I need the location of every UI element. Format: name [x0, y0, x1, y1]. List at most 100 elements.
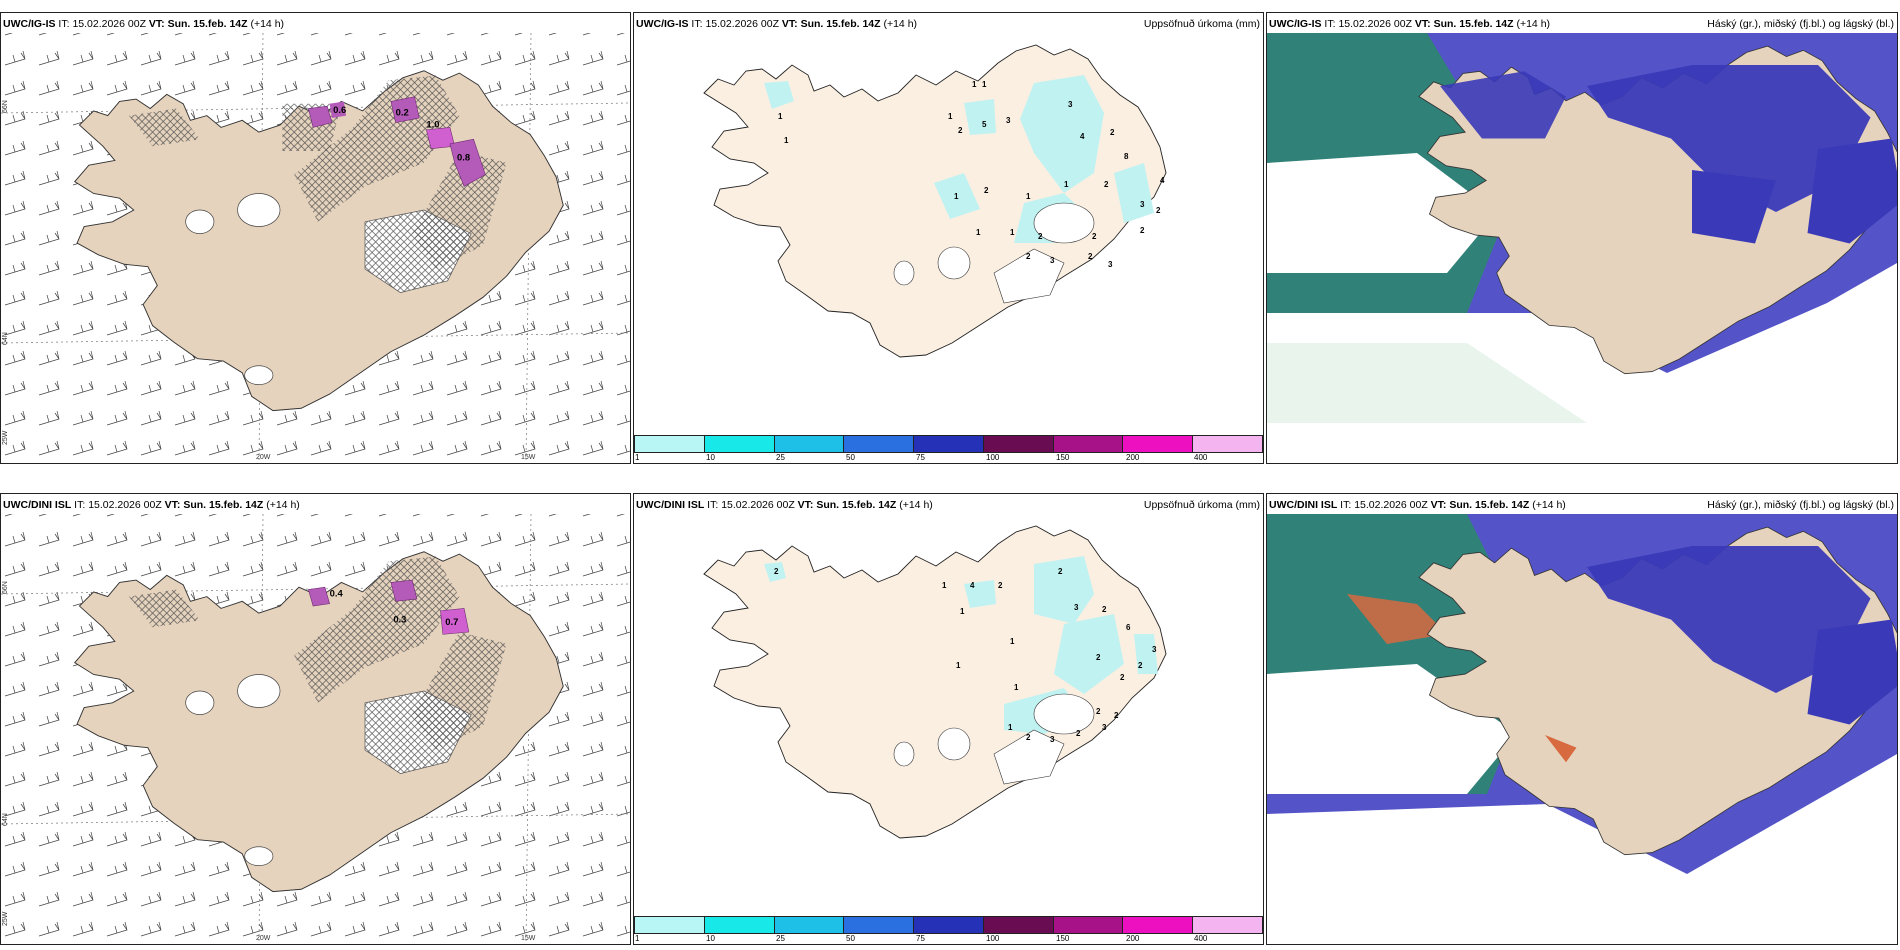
precip-title: Uppsöfnuð úrkoma (mm) [1143, 18, 1260, 30]
colorbar-tick-label: 200 [1126, 453, 1140, 462]
map-value-label: 3 [1006, 116, 1011, 125]
precip-panel-header: UWC/DINI ISL IT: 15.02.2026 00Z VT: Sun.… [636, 499, 933, 511]
colorbar-tick-label: 200 [1126, 934, 1140, 943]
cbar-swatch [1053, 917, 1124, 933]
header-text: UWC/DINI ISL [3, 499, 72, 511]
map-value-label: 1 [954, 192, 959, 201]
map-value-label: 2 [998, 581, 1003, 590]
header-text: (+14 h) [899, 499, 933, 511]
map-value-label: 3 [1108, 260, 1113, 269]
wind-map-panel-igis: UWC/IG-IS IT: 15.02.2026 00Z VT: Sun. 15… [0, 12, 631, 464]
wind-map: 0.6 0.2 1.0 0.8 20W 15W 66N 64N 25W [1, 32, 630, 463]
map-value-label: 4 [1080, 132, 1085, 141]
cbar-swatch [635, 436, 705, 452]
colorbar-tick-label: 10 [706, 934, 715, 943]
cloud-panel-header: UWC/DINI ISL IT: 15.02.2026 00Z VT: Sun.… [1269, 499, 1570, 511]
icing-value: 0.4 [330, 589, 344, 600]
map-value-label: 2 [1026, 733, 1031, 742]
precip-map: 1 1 1 2 5 3 3 4 2 8 1 1 1 2 2 3 4 2 2 1 … [703, 44, 1167, 358]
colorbar-tick-label: 1 [635, 453, 640, 462]
colorbar-tick-label: 100 [986, 934, 1000, 943]
cbar-swatch [983, 917, 1054, 933]
header-text: IT: [1340, 499, 1352, 511]
cloud-panel-dini: UWC/DINI ISL IT: 15.02.2026 00Z VT: Sun.… [1266, 493, 1898, 945]
map-value-label: 1 [784, 136, 789, 145]
header-text: (+14 h) [1516, 18, 1551, 30]
cbar-swatch [1053, 436, 1124, 452]
header-text: VT: [797, 499, 814, 511]
precip-panel-header: UWC/IG-IS IT: 15.02.2026 00Z VT: Sun. 15… [636, 18, 917, 30]
colorbar-tick-label: 10 [706, 453, 715, 462]
lon-label-15w: 15W [521, 454, 536, 461]
map-value-label: 2 [1156, 206, 1161, 215]
cloud-title: Háský (gr.), miðský (fj.bl.) og lágský (… [1707, 499, 1894, 511]
map-value-label: 2 [1058, 567, 1063, 576]
cbar-swatch [844, 917, 915, 933]
header-text: IT: [1324, 18, 1336, 30]
map-value-label: 2 [1092, 232, 1097, 241]
header-text: IT: [691, 18, 703, 30]
precip-map: 2 1 4 2 2 3 2 1 6 1 1 2 3 2 2 1 2 2 3 2 … [703, 525, 1167, 839]
colorbar-tick-label: 150 [1056, 934, 1070, 943]
icing-value: 0.8 [457, 152, 470, 163]
colorbar-ticks: 1 10 25 50 75 100 150 200 400 [634, 934, 1263, 944]
lon-label-20w: 20W [256, 454, 271, 461]
header-text: Sun. 15.feb. 14Z [816, 499, 897, 511]
header-text: 15.02.2026 00Z [1338, 18, 1412, 30]
icing-value: 0.3 [393, 615, 406, 626]
precip-panel-dini: UWC/DINI ISL IT: 15.02.2026 00Z VT: Sun.… [633, 493, 1264, 945]
header-text: (+14 h) [883, 18, 918, 30]
colorbar-ticks: 1 10 25 50 75 100 150 200 400 [634, 453, 1263, 463]
lat-label-64n: 64N [2, 332, 9, 345]
map-value-label: 1 [948, 112, 953, 121]
map-value-label: 1 [1014, 683, 1019, 692]
header-text: (+14 h) [1532, 499, 1566, 511]
cbar-swatch [704, 436, 775, 452]
map-value-label: 2 [1140, 226, 1145, 235]
precip-colorbar [634, 435, 1263, 453]
colorbar-tick-label: 75 [916, 934, 925, 943]
map-value-label: 3 [1050, 735, 1055, 744]
cloud-panel-igis: UWC/IG-IS IT: 15.02.2026 00Z VT: Sun. 15… [1266, 12, 1898, 464]
cbar-swatch [844, 436, 915, 452]
map-value-label: 1 [778, 112, 783, 121]
cloud-title: Háský (gr.), miðský (fj.bl.) og lágský (… [1707, 18, 1894, 30]
map-value-label: 3 [1068, 100, 1073, 109]
map-value-label: 2 [1104, 180, 1109, 189]
map-value-label: 3 [1152, 645, 1157, 654]
map-value-label: 2 [1138, 661, 1143, 670]
cbar-swatch [1193, 917, 1263, 933]
map-value-label: 3 [1102, 723, 1107, 732]
colorbar-tick-label: 400 [1194, 453, 1208, 462]
icing-value: 0.6 [333, 105, 346, 116]
map-value-label: 1 [1008, 723, 1013, 732]
cbar-swatch [914, 436, 984, 452]
header-text: VT: [1414, 18, 1431, 30]
header-text: VT: [1430, 499, 1447, 511]
map-value-label: 3 [1050, 256, 1055, 265]
header-text: Sun. 15.feb. 14Z [167, 18, 248, 30]
map-value-label: 5 [982, 120, 987, 129]
header-text: IT: [74, 499, 86, 511]
colorbar-tick-label: 100 [986, 453, 1000, 462]
header-text: VT: [148, 18, 165, 30]
map-value-label: 3 [1140, 200, 1145, 209]
map-value-label: 8 [1124, 152, 1129, 161]
icing-value: 1.0 [426, 119, 439, 130]
header-text: VT: [164, 499, 181, 511]
map-value-label: 2 [1026, 252, 1031, 261]
colorbar-tick-label: 1 [635, 934, 640, 943]
map-value-label: 2 [1110, 128, 1115, 137]
lat-label-66n: 66N [2, 581, 9, 594]
lon-label-15w: 15W [521, 935, 536, 942]
icing-value: 0.7 [445, 617, 458, 628]
cbar-swatch [914, 917, 984, 933]
header-text: UWC/IG-IS [3, 18, 56, 30]
header-text: Sun. 15.feb. 14Z [800, 18, 881, 30]
map-value-label: 1 [1010, 228, 1015, 237]
precip-colorbar [634, 916, 1263, 934]
header-text: IT: [707, 499, 719, 511]
map-value-label: 2 [1102, 605, 1107, 614]
map-value-label: 1 [942, 581, 947, 590]
colorbar-tick-label: 50 [846, 934, 855, 943]
